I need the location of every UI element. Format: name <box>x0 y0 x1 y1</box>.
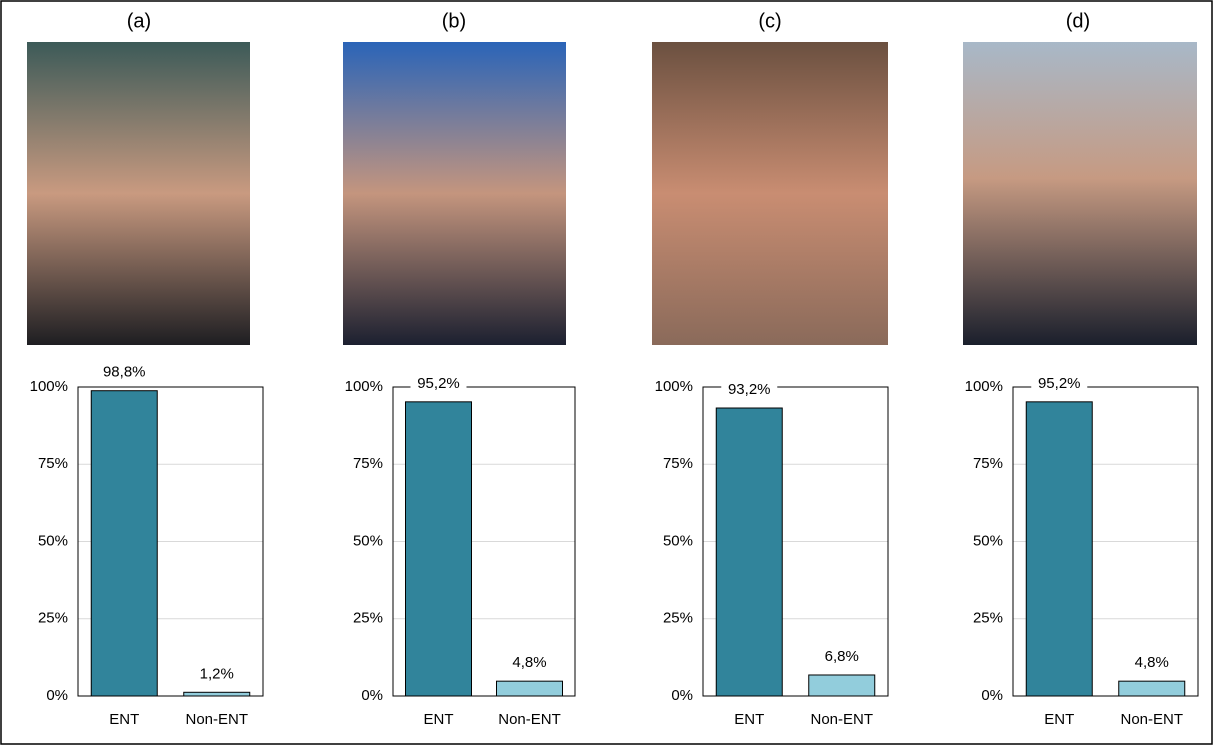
bar <box>496 680 563 697</box>
y-tick-label: 25% <box>353 610 383 627</box>
value-label: 93,2% <box>728 381 771 398</box>
x-tick-label: ENT <box>424 711 454 728</box>
label-bg <box>1123 654 1180 673</box>
photo <box>963 42 1197 345</box>
value-label: 95,2% <box>1038 375 1081 392</box>
panel-label: (a) <box>127 10 151 32</box>
bar <box>1025 401 1093 697</box>
y-tick-label: 75% <box>353 455 383 472</box>
label-bg <box>188 665 245 684</box>
x-tick-label: ENT <box>109 711 139 728</box>
label-bg <box>410 374 467 393</box>
x-tick-label: Non-ENT <box>810 711 873 728</box>
y-tick-label: 25% <box>38 610 68 627</box>
y-tick-label: 50% <box>663 532 693 549</box>
x-tick-label: Non-ENT <box>185 711 248 728</box>
photo <box>343 42 566 345</box>
value-label: 1,2% <box>200 665 234 682</box>
y-tick-label: 50% <box>353 532 383 549</box>
y-tick-label: 0% <box>361 687 383 704</box>
photo <box>652 42 888 345</box>
photo <box>27 42 250 345</box>
bar <box>1118 680 1186 697</box>
y-tick-label: 100% <box>30 378 68 395</box>
y-tick-label: 0% <box>981 687 1003 704</box>
y-tick-label: 50% <box>38 532 68 549</box>
panel-label: (c) <box>758 10 781 32</box>
x-tick-label: Non-ENT <box>498 711 561 728</box>
plot-border <box>77 386 264 697</box>
label-bg <box>721 381 778 400</box>
y-tick-label: 0% <box>671 687 693 704</box>
bar <box>90 390 158 697</box>
label-bg <box>1031 374 1088 393</box>
bar <box>808 674 876 697</box>
y-tick-label: 50% <box>973 532 1003 549</box>
y-tick-label: 25% <box>663 610 693 627</box>
y-tick-label: 75% <box>973 455 1003 472</box>
x-tick-label: Non-ENT <box>1120 711 1183 728</box>
value-label: 4,8% <box>1135 654 1169 671</box>
y-tick-label: 100% <box>345 378 383 395</box>
label-bg <box>813 647 870 666</box>
label-bg <box>501 654 558 673</box>
y-tick-label: 100% <box>655 378 693 395</box>
y-tick-label: 100% <box>965 378 1003 395</box>
label-bg <box>96 363 153 382</box>
y-tick-label: 0% <box>46 687 68 704</box>
panel-label: (d) <box>1066 10 1090 32</box>
x-tick-label: ENT <box>1044 711 1074 728</box>
value-label: 95,2% <box>417 375 460 392</box>
value-label: 98,8% <box>103 364 146 381</box>
y-tick-label: 75% <box>38 455 68 472</box>
value-label: 6,8% <box>825 648 859 665</box>
x-tick-label: ENT <box>734 711 764 728</box>
bar <box>183 691 251 697</box>
y-tick-label: 75% <box>663 455 693 472</box>
plot-border <box>1012 386 1199 697</box>
plot-border <box>392 386 576 697</box>
value-label: 4,8% <box>512 654 546 671</box>
bar <box>405 401 472 697</box>
y-tick-label: 25% <box>973 610 1003 627</box>
bar <box>715 407 783 697</box>
plot-border <box>702 386 889 697</box>
panel-label: (b) <box>442 10 466 32</box>
